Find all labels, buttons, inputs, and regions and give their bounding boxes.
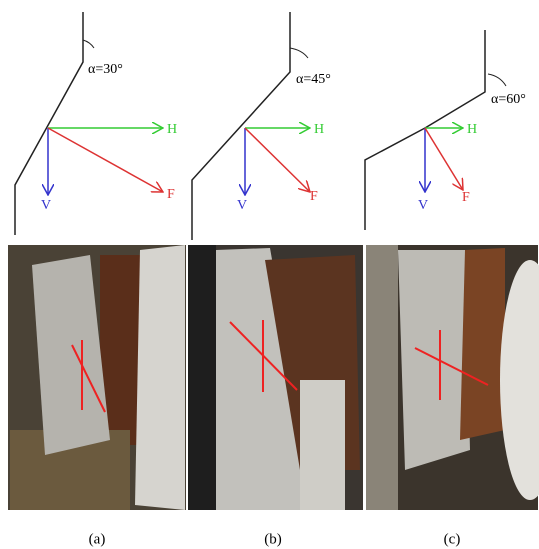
v-label: V: [41, 198, 51, 213]
specimen: [398, 250, 470, 470]
diagram-c: α=60° H V F: [365, 30, 526, 230]
concrete-block: [135, 245, 185, 510]
caption: (b): [264, 531, 282, 547]
h-label: H: [314, 122, 324, 137]
machine-edge: [366, 245, 398, 510]
h-label: H: [467, 122, 477, 137]
angle-arc: [290, 48, 308, 58]
diagram-a: α=30° H V F: [15, 12, 177, 235]
photo-b: [188, 245, 363, 510]
f-label: F: [462, 190, 470, 205]
angle-arc: [488, 74, 506, 86]
v-label: V: [418, 198, 428, 213]
concrete-block: [300, 380, 345, 510]
v-label: V: [237, 198, 247, 213]
photo-c: [366, 245, 539, 510]
f-label: F: [310, 189, 318, 204]
diagram-b: α=45° H V F: [192, 12, 331, 240]
f-arrow: [245, 128, 310, 192]
angle-label: α=45°: [296, 72, 331, 87]
machine-edge: [188, 245, 216, 510]
caption: (c): [444, 531, 461, 547]
angle-arc: [83, 40, 94, 48]
caption: (a): [89, 531, 106, 547]
steel-frame: [460, 248, 505, 440]
f-arrow: [48, 128, 163, 192]
figure: α=30° H V F α=45° H V F α=60° H V F: [0, 0, 539, 549]
h-label: H: [167, 122, 177, 137]
angle-label: α=60°: [491, 92, 526, 107]
angle-label: α=30°: [88, 62, 123, 77]
photo-a: [8, 245, 186, 510]
f-arrow: [425, 128, 463, 190]
f-label: F: [167, 187, 175, 202]
